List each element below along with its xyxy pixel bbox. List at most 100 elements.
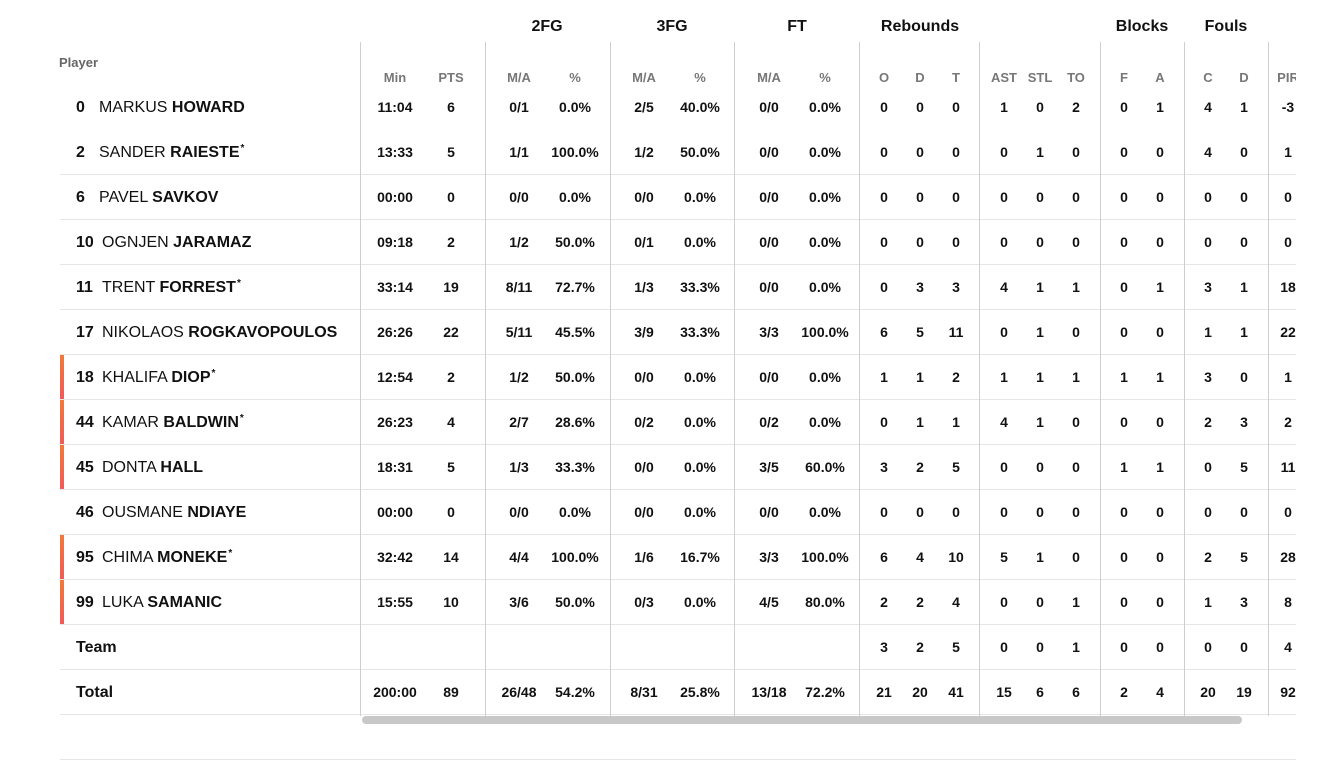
player-name[interactable]: PAVEL SAVKOV	[99, 189, 218, 207]
player-row[interactable]: 45 DONTA HALL	[60, 445, 360, 490]
stat-cell: 0	[1284, 189, 1292, 205]
stat-cell: 3/3	[759, 324, 779, 340]
column-header[interactable]: PTS	[438, 70, 464, 85]
player-number: 45	[76, 458, 94, 476]
stat-cell: 0	[1036, 504, 1044, 520]
player-row[interactable]: 18 KHALIFA DIOP*	[60, 355, 360, 400]
stat-cell: 0	[1072, 234, 1080, 250]
stat-cell: 0	[1000, 189, 1008, 205]
player-row[interactable]: 2 SANDER RAIESTE*	[60, 130, 360, 175]
stat-cell: 1	[1284, 369, 1292, 385]
stat-cell: 0	[1204, 639, 1212, 655]
player-row[interactable]: 46 OUSMANE NDIAYE	[60, 490, 360, 535]
column-header[interactable]: Min	[383, 70, 407, 85]
stat-cell: 0	[880, 279, 888, 295]
player-last-name: HALL	[160, 458, 204, 476]
player-row[interactable]: 10 OGNJEN JARAMAZ	[60, 220, 360, 265]
player-row[interactable]: 95 CHIMA MONEKE*	[60, 535, 360, 580]
stat-cell: 22	[443, 324, 459, 340]
column-header[interactable]: M/A	[757, 70, 781, 85]
player-number: 18	[76, 368, 94, 386]
column-header[interactable]: TO	[1067, 70, 1085, 85]
player-row[interactable]: 11 TRENT FORREST*	[60, 265, 360, 310]
column-header[interactable]: PIR	[1277, 70, 1296, 85]
player-name[interactable]: LUKA SAMANIC	[102, 594, 222, 612]
stat-cell: 12:54	[377, 369, 413, 385]
stat-cell: 0	[447, 504, 455, 520]
column-header[interactable]: AST	[991, 70, 1017, 85]
column-header[interactable]: STL	[1027, 70, 1053, 85]
stat-cell: 2	[952, 369, 960, 385]
player-row[interactable]: 44 KAMAR BALDWIN*	[60, 400, 360, 445]
stat-cell: 3	[1240, 594, 1248, 610]
stat-cell: 0	[1284, 234, 1292, 250]
player-row[interactable]: 6 PAVEL SAVKOV	[60, 175, 360, 220]
starter-marker: *	[239, 413, 244, 424]
player-name[interactable]: NIKOLAOS ROGKAVOPOULOS	[102, 324, 337, 342]
column-header[interactable]: M/A	[507, 70, 531, 85]
player-name[interactable]: OUSMANE NDIAYE	[102, 504, 246, 522]
stat-cell: 33.3%	[555, 459, 595, 475]
column-header[interactable]: D	[915, 70, 925, 85]
player-last-name: SAMANIC	[147, 593, 223, 611]
player-name[interactable]: SANDER RAIESTE*	[99, 143, 244, 162]
player-row[interactable]: 99 LUKA SAMANIC	[60, 580, 360, 625]
stats-scroll-area[interactable]: 2FG 3FG FT Rebounds Blocks Fouls Min PTS M/A% M/…	[360, 0, 1296, 732]
stat-cell: 0	[1120, 414, 1128, 430]
stat-cell: 0/1	[634, 234, 654, 250]
column-header[interactable]: C	[1203, 70, 1213, 85]
player-first-name: DONTA	[102, 458, 156, 476]
on-court-indicator	[60, 445, 64, 489]
stat-cell: 0	[880, 189, 888, 205]
stat-cell: 0	[916, 99, 924, 115]
stat-cell: 0	[1156, 144, 1164, 160]
player-row[interactable]: 17 NIKOLAOS ROGKAVOPOULOS	[60, 310, 360, 355]
player-name[interactable]: CHIMA MONEKE*	[102, 548, 232, 567]
column-header[interactable]: A	[1155, 70, 1165, 85]
stat-cell: 16.7%	[680, 549, 720, 565]
stat-cell: 0	[1120, 189, 1128, 205]
stat-cell: 0/0	[634, 369, 654, 385]
stat-cell	[665, 625, 735, 670]
stat-cell: 0.0%	[809, 369, 841, 385]
horizontal-scrollbar[interactable]	[362, 716, 1242, 724]
group-header: 3FG	[656, 18, 688, 35]
stat-cell: 6	[880, 324, 888, 340]
stat-cell: 25.8%	[680, 684, 720, 700]
column-header[interactable]: T	[952, 70, 960, 85]
player-name[interactable]: KHALIFA DIOP*	[102, 368, 215, 387]
column-header[interactable]: O	[878, 70, 890, 85]
player-first-name: PAVEL	[99, 188, 148, 206]
column-header[interactable]: M/A	[632, 70, 656, 85]
stat-cell: 0	[952, 99, 960, 115]
column-header[interactable]: %	[819, 70, 831, 85]
player-name[interactable]: KAMAR BALDWIN*	[102, 413, 244, 432]
player-name[interactable]: MARKUS HOWARD	[99, 99, 245, 117]
stat-cell: 0	[1120, 144, 1128, 160]
stat-cell: 1	[1036, 279, 1044, 295]
stat-cell: 4	[1204, 144, 1212, 160]
row-divider	[60, 309, 1296, 310]
player-last-name: BALDWIN	[163, 414, 239, 431]
stat-cell: 0	[1156, 639, 1164, 655]
player-last-name: FORREST	[159, 279, 236, 296]
player-number: 99	[76, 593, 94, 611]
column-header[interactable]: F	[1120, 70, 1128, 85]
player-name[interactable]: TRENT FORREST*	[102, 278, 241, 297]
player-name[interactable]: DONTA HALL	[102, 459, 203, 477]
stat-cell: 2	[1284, 414, 1292, 430]
column-header[interactable]: %	[569, 70, 581, 85]
stat-cell: 1/1	[509, 144, 529, 160]
player-first-name: OGNJEN	[102, 233, 169, 251]
player-first-name: SANDER	[99, 144, 166, 161]
column-header[interactable]: D	[1239, 70, 1249, 85]
player-number: 10	[76, 233, 94, 251]
on-court-indicator	[60, 400, 64, 444]
column-header[interactable]: %	[694, 70, 706, 85]
stat-cell: 0/0	[759, 189, 779, 205]
player-row[interactable]: 0 MARKUS HOWARD	[60, 85, 360, 130]
stat-cell: 1	[1156, 369, 1164, 385]
player-name[interactable]: OGNJEN JARAMAZ	[102, 234, 251, 252]
stat-cell: 0/0	[759, 144, 779, 160]
stat-cell: 14	[443, 549, 459, 565]
